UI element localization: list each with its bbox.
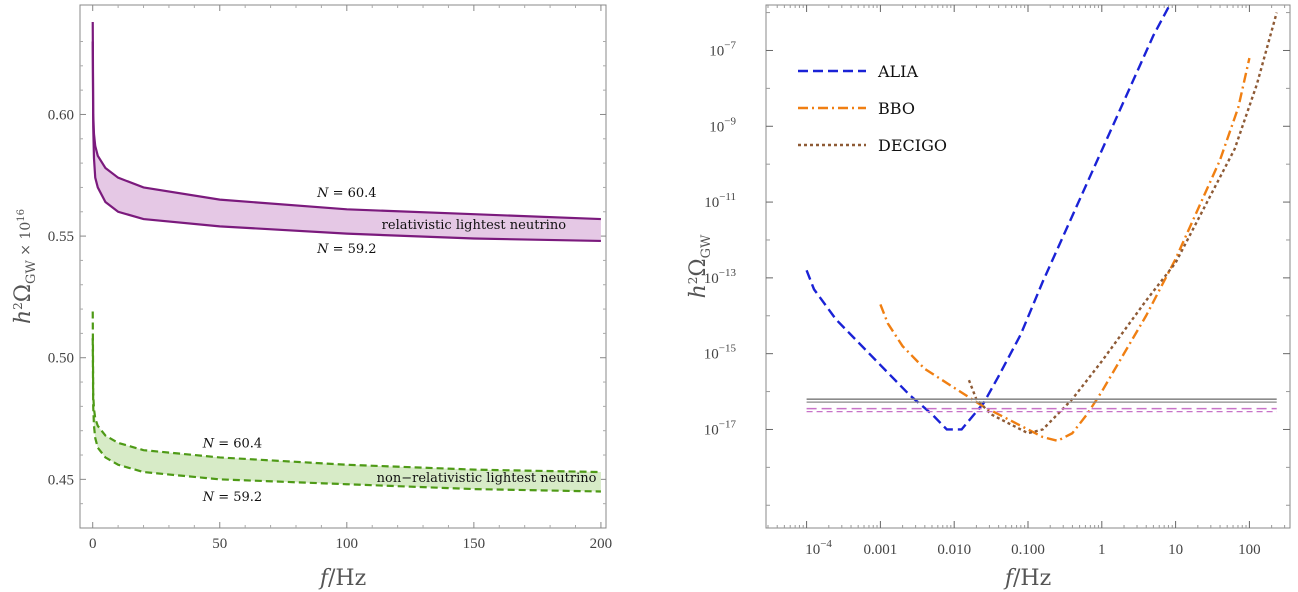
right-plot-frame	[765, 4, 1291, 529]
left-x-tick-label: 100	[336, 536, 359, 552]
left-annotation-N: N = 59.2	[316, 242, 376, 257]
left-chart-panel: 0 50 100 150 200 0.45 0.50 0.55 0.60 N = 60.4 rela…	[11, 4, 613, 591]
right-y-tick-label: 10−11	[704, 191, 736, 211]
right-x-tick-label: 0.100	[1011, 542, 1045, 558]
left-x-tick-label: 200	[590, 536, 613, 552]
left-x-tick-label: 150	[463, 536, 486, 552]
right-series-line-decigo	[967, 12, 1278, 435]
right-y-axis-label: h2ΩGW	[686, 234, 714, 298]
left-series-lower-1	[91, 338, 601, 493]
right-y-tick-label: 10−17	[704, 418, 737, 438]
left-plot-frame	[79, 4, 607, 529]
right-y-tick-label: 10−7	[709, 39, 736, 59]
right-y-tick-label: 10−15	[704, 343, 737, 363]
right-series-line-alia	[805, 4, 1171, 431]
left-series-lower-0	[91, 41, 601, 243]
left-x-axis-label: f/Hz	[318, 566, 366, 591]
left-annotation-label: relativistic lightest neutrino	[382, 218, 567, 233]
right-x-tick-label: 1	[1098, 542, 1106, 558]
right-x-tick-label: 0.001	[864, 542, 898, 558]
legend-label-alia: ALIA	[877, 62, 919, 81]
right-chart-panel: 10−4 0.001 0.010 0.100 1 10 100 10−7 10−9 10−11 10…	[686, 4, 1291, 591]
right-x-axis-label: f/Hz	[1003, 566, 1051, 591]
left-annotation-N: N = 59.2	[202, 490, 262, 505]
left-annotation-N: N = 60.4	[202, 437, 262, 452]
legend-label-decigo: DECIGO	[878, 136, 947, 155]
right-y-tick-label: 10−9	[709, 115, 736, 135]
right-x-tick-label: 10	[1168, 542, 1183, 558]
right-series-line-bbo	[879, 57, 1251, 443]
left-y-tick-label: 0.50	[48, 351, 74, 367]
left-annotation-label: non−relativistic lightest neutrino	[377, 471, 597, 486]
right-y-tick-label: 10−13	[704, 267, 737, 287]
left-x-tick-label: 50	[212, 536, 227, 552]
right-x-tick-label: 0.010	[937, 542, 971, 558]
left-y-tick-label: 0.45	[48, 472, 74, 488]
left-y-axis-label: h2ΩGW × 1016	[11, 209, 39, 324]
left-y-tick-label: 0.55	[48, 229, 74, 245]
left-band-fill-1	[92, 311, 601, 492]
right-x-tick-label: 10−4	[805, 538, 832, 558]
left-x-tick-label: 0	[89, 536, 97, 552]
right-x-tick-label: 100	[1238, 542, 1261, 558]
left-annotation-N: N = 60.4	[316, 186, 376, 201]
left-y-tick-label: 0.60	[48, 107, 74, 123]
legend-label-bbo: BBO	[878, 99, 915, 118]
